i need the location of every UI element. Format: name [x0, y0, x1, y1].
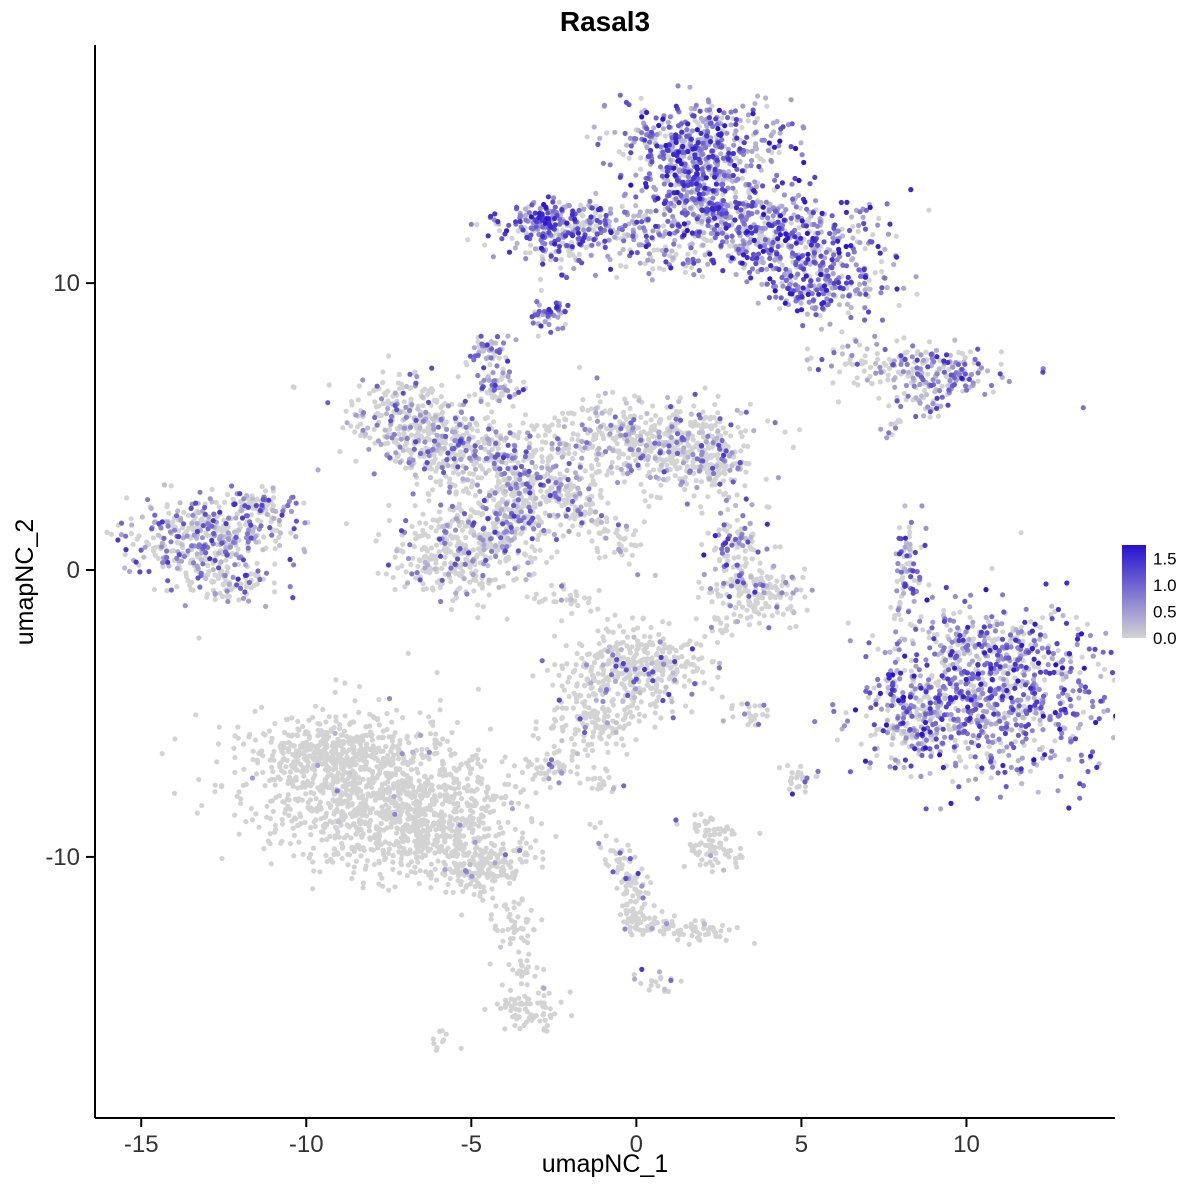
x-axis: -15 -10 -5 0 5 10	[95, 1117, 1115, 1158]
x-axis-title: umapNC_1	[541, 1150, 669, 1178]
y-axis-title: umapNC_2	[11, 518, 39, 646]
expression-legend: 1.51.00.50.0	[1122, 545, 1177, 648]
points-layer	[104, 83, 1115, 1053]
plot-title: Rasal3	[559, 6, 651, 37]
